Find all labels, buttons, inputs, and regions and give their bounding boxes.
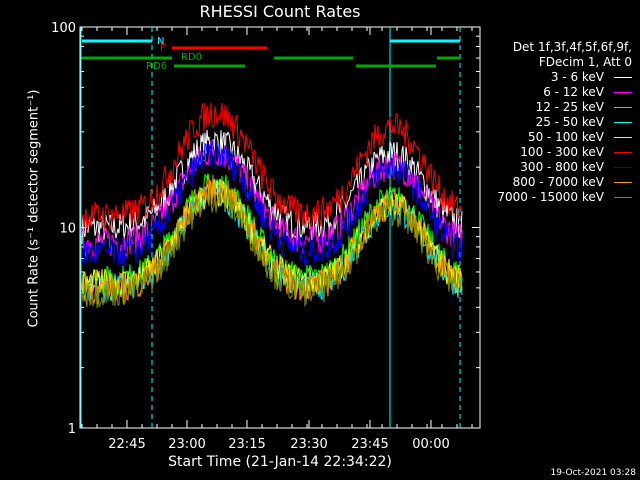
legend-swatch	[614, 122, 632, 123]
y-axis-label: Count Rate (s⁻¹ detector segment⁻¹)	[26, 89, 42, 328]
flag-label-rd6: RD6	[146, 61, 167, 72]
legend-entry-label: 800 - 7000 keV	[512, 175, 604, 189]
y-tick-label: 10	[59, 222, 76, 237]
series-line-8	[81, 185, 463, 309]
x-tick-label: 00:00	[412, 437, 449, 452]
legend-entry: 50 - 100 keV	[497, 130, 632, 145]
series-line-5	[81, 102, 463, 232]
chart-title: RHESSI Count Rates	[199, 2, 361, 21]
series-line-1	[81, 140, 463, 259]
legend-entry: 25 - 50 keV	[497, 115, 632, 130]
legend-entry: 12 - 25 keV	[497, 100, 632, 115]
timestamp: 19-Oct-2021 03:28	[550, 468, 636, 478]
x-tick-label: 23:30	[290, 437, 327, 452]
legend-entry-label: 50 - 100 keV	[527, 130, 604, 144]
y-tick-label: 100	[51, 21, 76, 36]
legend-entry: 100 - 300 keV	[497, 145, 632, 160]
legend-header-1: Det 1f,3f,4f,5f,6f,9f,	[512, 40, 632, 54]
legend-entry: 300 - 800 keV	[497, 160, 632, 175]
legend-entry: 800 - 7000 keV	[497, 175, 632, 190]
legend-swatch	[614, 197, 632, 198]
legend-header-2: FDecim 1, Att 0	[538, 55, 632, 69]
flag-label-rd0: RD0	[181, 52, 202, 63]
legend-swatch	[614, 137, 632, 138]
legend-entry-label: 12 - 25 keV	[535, 100, 604, 114]
flag-label-n: N	[157, 36, 164, 47]
legend-entry-label: 300 - 800 keV	[520, 160, 604, 174]
x-tick-label: 23:00	[168, 437, 205, 452]
legend-entry: 3 - 6 keV	[497, 70, 632, 85]
flag-label-f: F	[160, 43, 166, 54]
legend-entry: 6 - 12 keV	[497, 85, 632, 100]
legend-entry-label: 6 - 12 keV	[543, 85, 604, 99]
legend-entry-label: 7000 - 15000 keV	[497, 190, 604, 204]
y-tick-label: 1	[68, 422, 76, 437]
legend: Det 1f,3f,4f,5f,6f,9f, FDecim 1, Att 0 3…	[497, 40, 632, 205]
x-tick-label: 22:45	[108, 437, 145, 452]
legend-entry: 7000 - 15000 keV	[497, 190, 632, 205]
series-line-6	[81, 139, 463, 267]
legend-swatch	[614, 92, 632, 93]
legend-swatch	[614, 152, 632, 153]
x-axis-label: Start Time (21-Jan-14 22:34:22)	[168, 454, 392, 470]
legend-swatch	[614, 77, 632, 78]
x-tick-label: 23:45	[351, 437, 388, 452]
legend-entry-label: 100 - 300 keV	[520, 145, 604, 159]
legend-swatch	[614, 107, 632, 108]
legend-entry-label: 25 - 50 keV	[535, 115, 604, 129]
x-tick-label: 23:15	[228, 437, 265, 452]
legend-entry-label: 3 - 6 keV	[550, 70, 604, 84]
legend-swatch	[614, 167, 632, 168]
legend-swatch	[614, 182, 632, 183]
